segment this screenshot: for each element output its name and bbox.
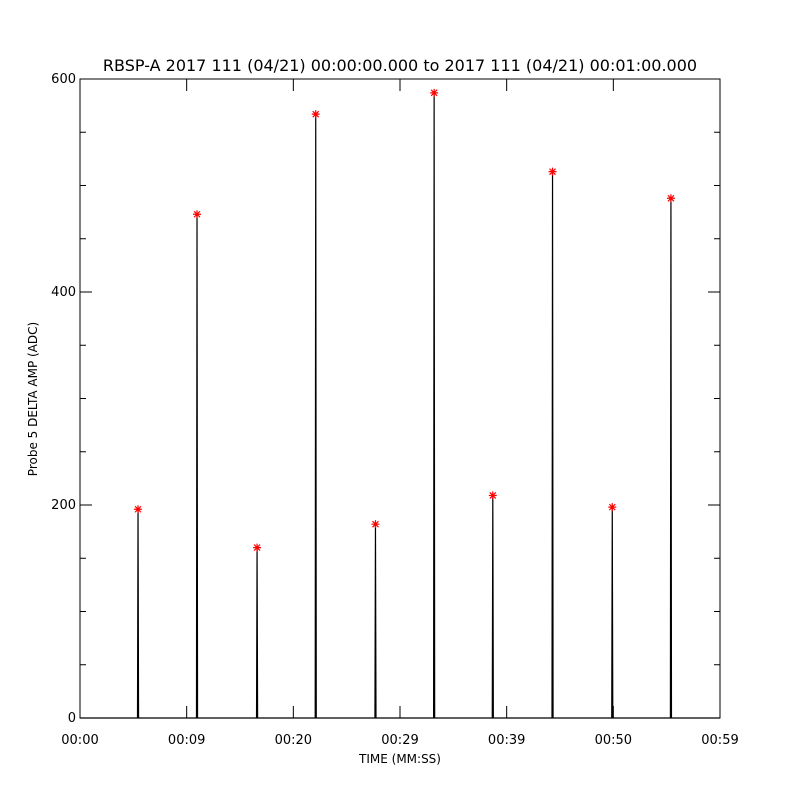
plot-frame <box>79 78 721 719</box>
peak-marker <box>253 543 262 552</box>
y-tick-label: 400 <box>51 285 76 300</box>
peak-marker <box>608 503 617 512</box>
peak-marker <box>548 167 557 176</box>
x-tick-label: 00:50 <box>595 733 632 748</box>
x-tick-label: 00:00 <box>61 733 98 748</box>
x-tick-label: 00:29 <box>381 733 418 748</box>
peak-marker <box>134 505 143 514</box>
peak-marker <box>430 88 439 97</box>
peak-marker <box>371 520 380 529</box>
data-line <box>80 92 720 719</box>
y-tick-label: 0 <box>68 711 76 726</box>
chart-title: RBSP-A 2017 111 (04/21) 00:00:00.000 to … <box>103 56 697 75</box>
x-tick-label: 00:39 <box>488 733 525 748</box>
peak-marker <box>311 110 320 119</box>
y-tick-label: 600 <box>51 72 76 87</box>
x-tick-label: 00:09 <box>168 733 205 748</box>
y-axis-label: Probe 5 DELTA AMP (ADC) <box>26 322 40 476</box>
peak-marker <box>488 491 497 500</box>
x-axis-label: TIME (MM:SS) <box>358 752 441 766</box>
x-tick-label: 00:59 <box>701 733 738 748</box>
y-tick-label: 200 <box>51 498 76 513</box>
peak-marker <box>666 194 675 203</box>
x-tick-label: 00:20 <box>275 733 312 748</box>
peak-marker <box>193 210 202 219</box>
